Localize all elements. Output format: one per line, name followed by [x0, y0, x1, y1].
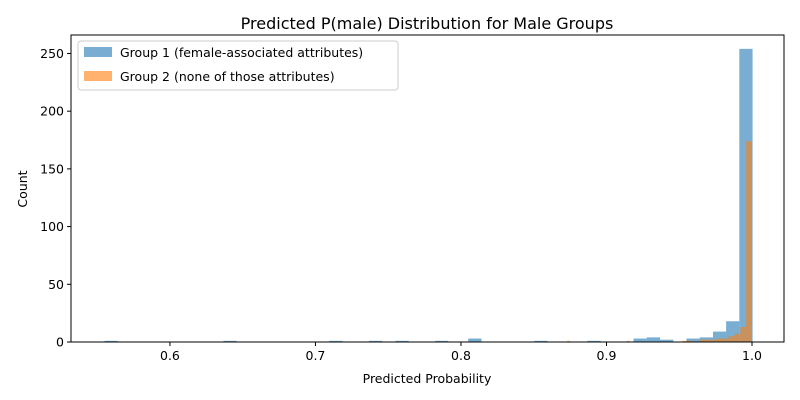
histogram-bar-group-1	[686, 338, 700, 342]
legend-label-group-2: Group 2 (none of those attributes)	[120, 69, 335, 84]
y-axis: 0 50 100 150 200 250	[40, 46, 71, 350]
x-axis-label: Predicted Probability	[363, 371, 492, 386]
histogram-bar-group-2	[705, 339, 712, 342]
histogram-bar-group-1	[712, 331, 727, 342]
histogram-bar-group-2	[711, 339, 718, 342]
histogram-bar-group-1	[660, 339, 674, 342]
histogram-bar-group-2	[687, 340, 694, 342]
histogram-bar-group-2	[699, 339, 706, 342]
chart-title: Predicted P(male) Distribution for Male …	[241, 14, 614, 33]
y-tick-label: 200	[40, 104, 64, 119]
x-tick-label: 0.7	[306, 348, 326, 363]
histogram-bar-group-2	[682, 340, 688, 342]
y-tick-label: 50	[48, 277, 64, 292]
histogram-bar-group-1	[329, 340, 343, 342]
histogram-bar-group-1	[534, 340, 548, 342]
histogram-bar-group-1	[104, 340, 118, 342]
plot-area	[70, 34, 785, 343]
x-tick-label: 0.8	[451, 348, 471, 363]
y-tick-label: 150	[40, 161, 64, 176]
legend: Group 1 (female-associated attributes) G…	[77, 40, 399, 91]
legend-swatch-group-2	[84, 71, 112, 81]
axes-frame	[70, 34, 785, 343]
histogram-bar-group-1	[468, 338, 482, 342]
x-tick-label: 1.0	[742, 348, 762, 363]
histogram-bar-group-1	[369, 340, 383, 342]
x-tick-label: 0.6	[160, 348, 180, 363]
x-axis: 0.6 0.7 0.8 0.9 1.0	[160, 342, 762, 363]
histogram-bar-group-2	[567, 340, 571, 342]
y-axis-label: Count	[15, 170, 30, 207]
y-tick-label: 0	[56, 335, 64, 350]
histogram-bar-group-1	[646, 337, 661, 342]
histogram-bar-group-1	[435, 340, 449, 342]
histogram-bar-group-1	[223, 340, 237, 342]
y-tick-label: 100	[40, 219, 64, 234]
legend-box	[77, 40, 399, 91]
histogram-bar-group-2	[746, 141, 752, 342]
histogram-bar-group-2	[734, 333, 741, 342]
histogram-bar-group-2	[722, 338, 729, 342]
x-tick-label: 0.9	[597, 348, 617, 363]
histogram-bar-group-2	[717, 338, 723, 342]
series-group-2-bars	[567, 141, 752, 342]
histogram-bar-group-1	[395, 340, 409, 342]
y-tick-label: 250	[40, 46, 64, 61]
histogram-bar-group-1	[633, 338, 647, 342]
histogram-bar-group-1	[587, 340, 601, 342]
legend-label-group-1: Group 1 (female-associated attributes)	[120, 45, 363, 60]
histogram-bar-group-2	[740, 327, 747, 342]
legend-swatch-group-1	[84, 47, 112, 57]
histogram-bar-group-2	[626, 340, 630, 342]
histogram-bar-group-2	[728, 336, 735, 342]
